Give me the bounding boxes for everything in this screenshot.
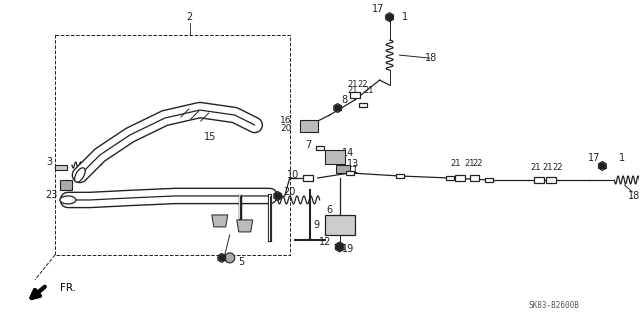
Circle shape bbox=[600, 163, 605, 169]
Text: SK83-B2600B: SK83-B2600B bbox=[529, 301, 579, 310]
Text: 21: 21 bbox=[364, 85, 374, 94]
Text: 23: 23 bbox=[45, 190, 58, 200]
Text: 1: 1 bbox=[620, 153, 625, 163]
Bar bbox=[324, 150, 344, 164]
Text: 20: 20 bbox=[284, 187, 296, 197]
Bar bbox=[396, 174, 404, 178]
Text: 21: 21 bbox=[451, 160, 461, 168]
Circle shape bbox=[225, 253, 235, 263]
Text: 18: 18 bbox=[628, 191, 640, 201]
Bar bbox=[486, 178, 493, 182]
Text: 5: 5 bbox=[239, 257, 245, 267]
Bar bbox=[445, 175, 454, 180]
Text: 6: 6 bbox=[326, 205, 333, 215]
Text: 19: 19 bbox=[342, 244, 354, 254]
Bar bbox=[303, 175, 313, 181]
Text: 13: 13 bbox=[346, 159, 359, 169]
Text: 22: 22 bbox=[357, 79, 368, 89]
Text: 21: 21 bbox=[348, 85, 358, 94]
Text: 2: 2 bbox=[187, 12, 193, 22]
Bar bbox=[55, 35, 290, 255]
Polygon shape bbox=[60, 180, 72, 190]
Text: 4: 4 bbox=[97, 158, 103, 168]
Bar bbox=[534, 177, 545, 183]
Bar bbox=[454, 175, 465, 181]
Bar bbox=[358, 103, 367, 108]
Text: 16: 16 bbox=[280, 115, 292, 124]
Bar bbox=[335, 165, 349, 173]
Text: 1: 1 bbox=[401, 12, 408, 22]
Text: 22: 22 bbox=[472, 160, 483, 168]
Text: 3: 3 bbox=[46, 157, 52, 167]
Text: 17: 17 bbox=[588, 153, 600, 163]
Text: FR.: FR. bbox=[60, 283, 76, 293]
Circle shape bbox=[387, 14, 392, 20]
Text: 7: 7 bbox=[305, 140, 312, 150]
Bar bbox=[300, 120, 317, 132]
Text: 21: 21 bbox=[348, 79, 358, 89]
Text: 21: 21 bbox=[542, 164, 553, 173]
Circle shape bbox=[335, 105, 340, 111]
Text: 12: 12 bbox=[319, 237, 331, 247]
Text: 9: 9 bbox=[314, 220, 319, 230]
Bar bbox=[55, 165, 67, 170]
Circle shape bbox=[275, 193, 281, 199]
Bar bbox=[346, 171, 354, 175]
Text: 21: 21 bbox=[464, 160, 475, 168]
Circle shape bbox=[336, 243, 343, 250]
Text: 18: 18 bbox=[426, 53, 438, 63]
Text: 21: 21 bbox=[530, 164, 541, 173]
Text: 14: 14 bbox=[342, 148, 354, 158]
Polygon shape bbox=[212, 215, 228, 227]
Bar bbox=[349, 92, 360, 98]
Circle shape bbox=[219, 255, 225, 261]
Polygon shape bbox=[237, 220, 253, 232]
Text: 15: 15 bbox=[204, 132, 216, 142]
Ellipse shape bbox=[75, 168, 85, 182]
Text: 22: 22 bbox=[552, 164, 563, 173]
Bar bbox=[470, 175, 479, 181]
Text: 17: 17 bbox=[372, 4, 385, 14]
Bar bbox=[316, 145, 324, 151]
Text: 20: 20 bbox=[280, 123, 292, 132]
Text: 8: 8 bbox=[342, 95, 348, 105]
Ellipse shape bbox=[60, 196, 76, 204]
Bar bbox=[324, 215, 355, 235]
Bar bbox=[547, 177, 556, 183]
Text: 11: 11 bbox=[346, 165, 359, 175]
Text: 10: 10 bbox=[287, 170, 300, 180]
